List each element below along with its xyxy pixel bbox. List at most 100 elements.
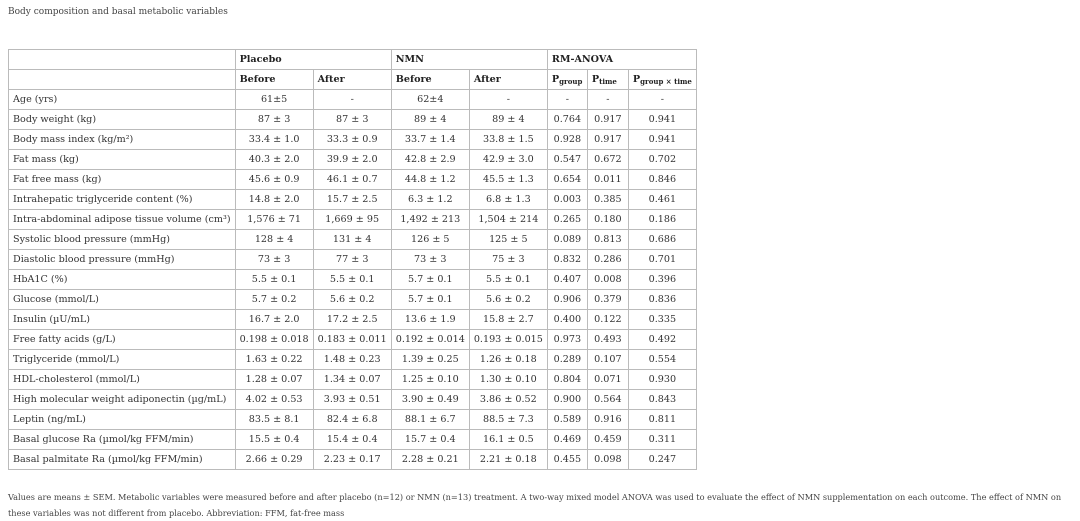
table-cell: 0.928 [546, 129, 588, 150]
table-cell: 1.63 ± 0.22 [234, 349, 314, 370]
table-row: Body mass index (kg/m²) 33.4 ± 1.0 33.3 ± … [8, 129, 697, 150]
table-cell: 3.90 ± 0.49 [390, 389, 470, 410]
table-cell: 1.48 ± 0.23 [312, 349, 392, 370]
table-cell: - [312, 89, 392, 110]
table-cell: 0.493 [586, 329, 629, 350]
table-cell: 89 ± 4 [468, 109, 548, 130]
table-row: Glucose (mmol/L) 5.7 ± 0.2 5.6 ± 0.2 5.7 ± … [8, 289, 697, 310]
table-cell: - [586, 89, 629, 110]
table-cell: 5.7 ± 0.2 [234, 289, 314, 310]
table-cell: 0.492 [627, 329, 697, 350]
table-cell: 0.008 [586, 269, 629, 290]
table-cell: 0.832 [546, 249, 588, 270]
table-cell: 61±5 [234, 89, 314, 110]
table-cell: 39.9 ± 2.0 [312, 149, 392, 170]
table-row: Age (yrs) 61±5-62±4- - - - [8, 89, 697, 110]
table-cell: 15.8 ± 2.7 [468, 309, 548, 330]
table-cell: 0.941 [627, 129, 697, 150]
table-cell: 1.26 ± 0.18 [468, 349, 548, 370]
table-cell: 0.407 [546, 269, 588, 290]
table-cell: 44.8 ± 1.2 [390, 169, 470, 190]
table-cell: 14.8 ± 2.0 [234, 189, 314, 210]
table-cell: 0.702 [627, 149, 697, 170]
table-cell: 0.289 [546, 349, 588, 370]
table-cell: 0.311 [627, 429, 697, 450]
row-label: Fat mass (kg) [8, 149, 236, 170]
table-cell: 33.3 ± 0.9 [312, 129, 392, 150]
table-cell: 125 ± 5 [468, 229, 548, 250]
table-cell: 0.764 [546, 109, 588, 130]
table-cell: 1,504 ± 214 [468, 209, 548, 230]
header-p-interaction: Pgroup × time [627, 69, 697, 90]
table-cell: 0.900 [546, 389, 588, 410]
table-cell: 0.400 [546, 309, 588, 330]
table-row: Diastolic blood pressure (mmHg) 73 ± 3 77 … [8, 249, 697, 270]
table-cell: 0.916 [586, 409, 629, 430]
table-cell: 5.5 ± 0.1 [234, 269, 314, 290]
table-cell: 128 ± 4 [234, 229, 314, 250]
table-title: Body composition and basal metabolic var… [8, 7, 228, 17]
table-row: Basal glucose Ra (µmol/kg FFM/min) 15.5 ±… [8, 429, 697, 450]
table-cell: 73 ± 3 [234, 249, 314, 270]
row-label: Diastolic blood pressure (mmHg) [8, 249, 236, 270]
table-cell: 62±4 [390, 89, 470, 110]
table-cell: 0.469 [546, 429, 588, 450]
table-cell: 83.5 ± 8.1 [234, 409, 314, 430]
table-cell: 2.23 ± 0.17 [312, 449, 392, 470]
table-cell: 45.5 ± 1.3 [468, 169, 548, 190]
p-subscript: group [559, 76, 583, 86]
header-placebo-before: Before [234, 69, 314, 90]
table-row: Fat free mass (kg) 45.6 ± 0.9 46.1 ± 0.7 44… [8, 169, 697, 190]
table-cell: 73 ± 3 [390, 249, 470, 270]
row-label: Triglyceride (mmol/L) [8, 349, 236, 370]
row-label: Basal glucose Ra (µmol/kg FFM/min) [8, 429, 236, 450]
header-row-sub: Before After Before After Pgroup Ptime P… [8, 69, 697, 90]
table-cell: 5.5 ± 0.1 [312, 269, 392, 290]
table-cell: 0.813 [586, 229, 629, 250]
p-label: P [632, 73, 641, 85]
table-cell: 0.183 ± 0.011 [312, 329, 392, 350]
table-cell: 77 ± 3 [312, 249, 392, 270]
table-cell: 0.589 [546, 409, 588, 430]
table-cell: 0.846 [627, 169, 697, 190]
table-cell: 0.089 [546, 229, 588, 250]
table-cell: 0.701 [627, 249, 697, 270]
table-cell: 0.973 [546, 329, 588, 350]
table-cell: 1,576 ± 71 [234, 209, 314, 230]
table-cell: 0.180 [586, 209, 629, 230]
table-cell: 15.7 ± 0.4 [390, 429, 470, 450]
row-label: Basal palmitate Ra (µmol/kg FFM/min) [8, 449, 236, 470]
table-cell: 87 ± 3 [312, 109, 392, 130]
table-cell: 3.93 ± 0.51 [312, 389, 392, 410]
table-cell: 82.4 ± 6.8 [312, 409, 392, 430]
table-cell: 131 ± 4 [312, 229, 392, 250]
header-rm-anova: RM-ANOVA [546, 49, 697, 70]
table-cell: 0.917 [586, 109, 629, 130]
table-cell: 0.286 [586, 249, 629, 270]
table-cell: 126 ± 5 [390, 229, 470, 250]
p-subscript: time [599, 76, 617, 86]
table-cell: 17.2 ± 2.5 [312, 309, 392, 330]
table-cell: 0.003 [546, 189, 588, 210]
table-cell: 1,669 ± 95 [312, 209, 392, 230]
table-cell: 0.564 [586, 389, 629, 410]
header-p-group: Pgroup [546, 69, 588, 90]
table-row: Basal palmitate Ra (µmol/kg FFM/min) 2.66… [8, 449, 697, 470]
header-nmn: NMN [390, 49, 548, 70]
table-cell: 40.3 ± 2.0 [234, 149, 314, 170]
table-row: HDL-cholesterol (mmol/L) 1.28 ± 0.07 1.34 … [8, 369, 697, 390]
table-cell: 45.6 ± 0.9 [234, 169, 314, 190]
table-cell: 4.02 ± 0.53 [234, 389, 314, 410]
table-cell: 15.7 ± 2.5 [312, 189, 392, 210]
table-cell: 46.1 ± 0.7 [312, 169, 392, 190]
table-cell: 87 ± 3 [234, 109, 314, 130]
row-label: Glucose (mmol/L) [8, 289, 236, 310]
p-label: P [551, 73, 560, 85]
table-cell: 0.385 [586, 189, 629, 210]
table-cell: - [627, 89, 697, 110]
table-row: Free fatty acids (g/L) 0.198 ± 0.018 0.183… [8, 329, 697, 350]
table-cell: 16.7 ± 2.0 [234, 309, 314, 330]
table-cell: 0.811 [627, 409, 697, 430]
table-cell: 0.459 [586, 429, 629, 450]
table-row: Body weight (kg) 87 ± 3 87 ± 3 89 ± 4 89 ± 4… [8, 109, 697, 130]
